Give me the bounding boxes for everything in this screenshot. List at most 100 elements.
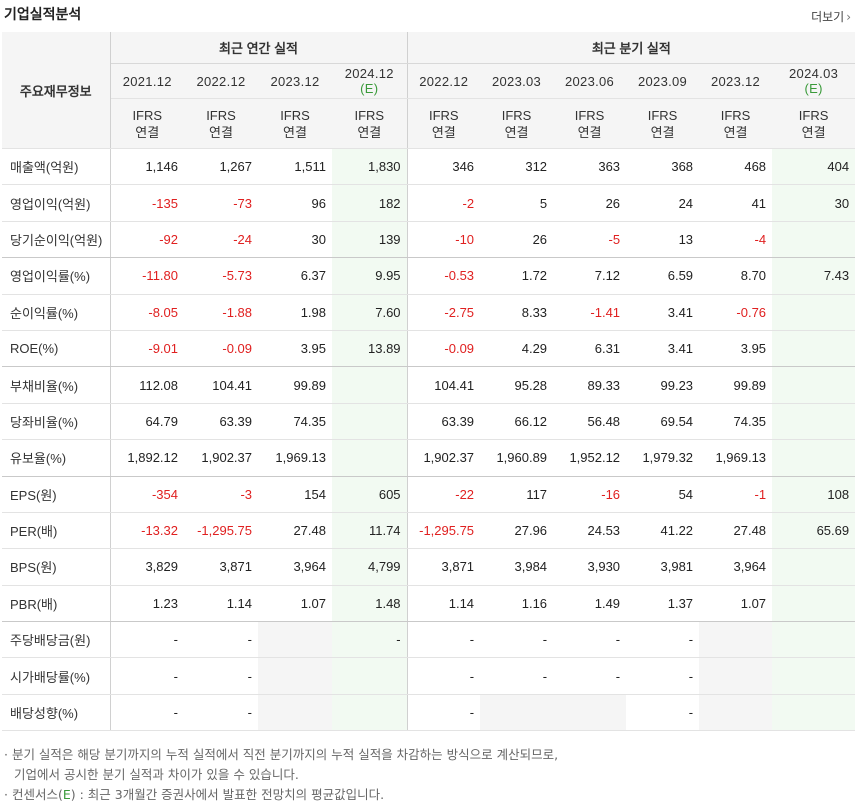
table-cell — [772, 439, 856, 477]
table-cell: -4 — [699, 221, 773, 259]
table-cell — [772, 221, 856, 259]
table-cell: 1,892.12 — [110, 439, 184, 477]
accounting-standard: IFRS 연결 — [407, 98, 481, 149]
table-cell: 64.79 — [110, 403, 184, 441]
standard-consolidated: 연결 — [209, 124, 233, 140]
table-cell: 13.89 — [332, 330, 408, 368]
table-cell: 74.35 — [699, 403, 773, 441]
note-line-3: · 컨센서스(E) : 최근 3개월간 증권사에서 발표한 전망치의 평균값입니… — [4, 785, 558, 805]
period-label: 2024.12 — [344, 66, 394, 81]
period-header: 2023.09 — [626, 63, 700, 99]
table-cell: -0.09 — [184, 330, 258, 368]
table-cell — [332, 366, 408, 404]
table-cell — [332, 694, 408, 732]
table-cell: 1,952.12 — [553, 439, 627, 477]
table-row: 당기순이익(억원) -92 -24 30 139 -10 26 -5 13 -4 — [2, 221, 856, 259]
table-cell: -9.01 — [110, 330, 184, 368]
table-cell: 1.16 — [480, 585, 554, 623]
period-header: 2024.03 (E) — [772, 63, 856, 99]
table-cell: 9.95 — [332, 257, 408, 295]
table-cell: 3,984 — [480, 548, 554, 586]
standard-ifrs: IFRS — [798, 107, 829, 123]
table-cell: 7.60 — [332, 294, 408, 331]
table-cell: - — [553, 621, 627, 659]
table-cell: 1.98 — [258, 294, 332, 331]
table-cell: 1.14 — [407, 585, 481, 623]
table-row: ROE(%) -9.01 -0.09 3.95 13.89 -0.09 4.29 6.31 3.… — [2, 330, 856, 368]
period-header: 2021.12 — [110, 63, 184, 99]
footnotes: · 분기 실적은 해당 분기까지의 누적 실적에서 직전 분기까지의 누적 실적… — [4, 745, 558, 805]
table-cell: - — [626, 621, 700, 659]
table-cell: -92 — [110, 221, 184, 259]
table-cell: 1,960.89 — [480, 439, 554, 477]
note-line-1: · 분기 실적은 해당 분기까지의 누적 실적에서 직전 분기까지의 누적 실적… — [4, 747, 559, 762]
table-cell: 312 — [480, 148, 554, 186]
table-row: 배당성향(%) - - - - — [2, 694, 856, 732]
table-cell: -5.73 — [184, 257, 258, 295]
table-cell: 27.48 — [699, 512, 773, 550]
period-header: 2023.12 — [699, 63, 773, 99]
table-cell: -11.80 — [110, 257, 184, 295]
table-cell: - — [110, 621, 184, 659]
table-cell: 4,799 — [332, 548, 408, 586]
table-cell — [772, 621, 856, 659]
table-cell: 24 — [626, 184, 700, 222]
table-cell: 404 — [772, 148, 856, 186]
table-cell: 1,902.37 — [184, 439, 258, 477]
table-cell: 96 — [258, 184, 332, 222]
table-cell: 24.53 — [553, 512, 627, 550]
table-row: PER(배) -13.32 -1,295.75 27.48 11.74 -1,295.75… — [2, 512, 856, 550]
table-cell: 3.95 — [699, 330, 773, 368]
table-cell: 26 — [553, 184, 627, 222]
standard-consolidated: 연결 — [723, 124, 748, 140]
table-cell: -0.53 — [407, 257, 481, 295]
table-cell: 6.37 — [258, 257, 332, 295]
table-cell — [772, 330, 856, 368]
table-cell: -354 — [110, 476, 184, 513]
table-cell: 30 — [258, 221, 332, 259]
table-cell: 3,964 — [258, 548, 332, 586]
table-row: 부채비율(%) 112.08 104.41 99.89 104.41 95.28 89.33… — [2, 366, 856, 404]
estimate-marker: (E) — [804, 81, 823, 96]
table-cell: -8.05 — [110, 294, 184, 331]
table-cell — [258, 694, 332, 732]
table-cell: - — [480, 621, 554, 659]
row-label: ROE(%) — [2, 330, 111, 368]
table-cell: 65.69 — [772, 512, 856, 550]
table-cell: 1,830 — [332, 148, 408, 186]
table-cell: 30 — [772, 184, 856, 222]
row-label: 주당배당금(원) — [2, 621, 111, 659]
table-row: PBR(배) 1.23 1.14 1.07 1.48 1.14 1.16 1.49 1.37 1.… — [2, 585, 856, 623]
table-cell: 54 — [626, 476, 700, 513]
accounting-standard: IFRS 연결 — [626, 98, 700, 149]
table-cell: 104.41 — [184, 366, 258, 404]
table-cell: 8.33 — [480, 294, 554, 331]
table-cell — [699, 694, 773, 732]
more-link[interactable]: 더보기 › — [811, 8, 851, 25]
table-cell: -22 — [407, 476, 481, 513]
financial-table: 주요재무정보 최근 연간 실적 최근 분기 실적 2021.12 2022.12 2… — [2, 32, 856, 732]
table-cell: - — [407, 657, 481, 695]
table-cell: 99.23 — [626, 366, 700, 404]
period-label: 2024.03 — [789, 66, 839, 81]
table-cell: 89.33 — [553, 366, 627, 404]
table-cell — [332, 403, 408, 441]
table-cell: 1.23 — [110, 585, 184, 623]
period-label: 2022.12 — [419, 73, 469, 89]
table-cell — [480, 694, 554, 732]
accounting-standard: IFRS 연결 — [258, 98, 332, 149]
table-cell: 7.12 — [553, 257, 627, 295]
table-cell: - — [184, 657, 258, 695]
note-e: E — [62, 787, 71, 802]
table-cell: 368 — [626, 148, 700, 186]
table-cell: 139 — [332, 221, 408, 259]
table-cell: - — [407, 694, 481, 732]
period-header: 2024.12 (E) — [332, 63, 408, 99]
table-cell: 1.48 — [332, 585, 408, 623]
standard-consolidated: 연결 — [283, 124, 307, 140]
table-cell: 1,969.13 — [258, 439, 332, 477]
table-cell — [258, 621, 332, 659]
period-header: 2022.12 — [407, 63, 481, 99]
standard-consolidated: 연결 — [431, 124, 456, 140]
accounting-standard: IFRS 연결 — [480, 98, 554, 149]
